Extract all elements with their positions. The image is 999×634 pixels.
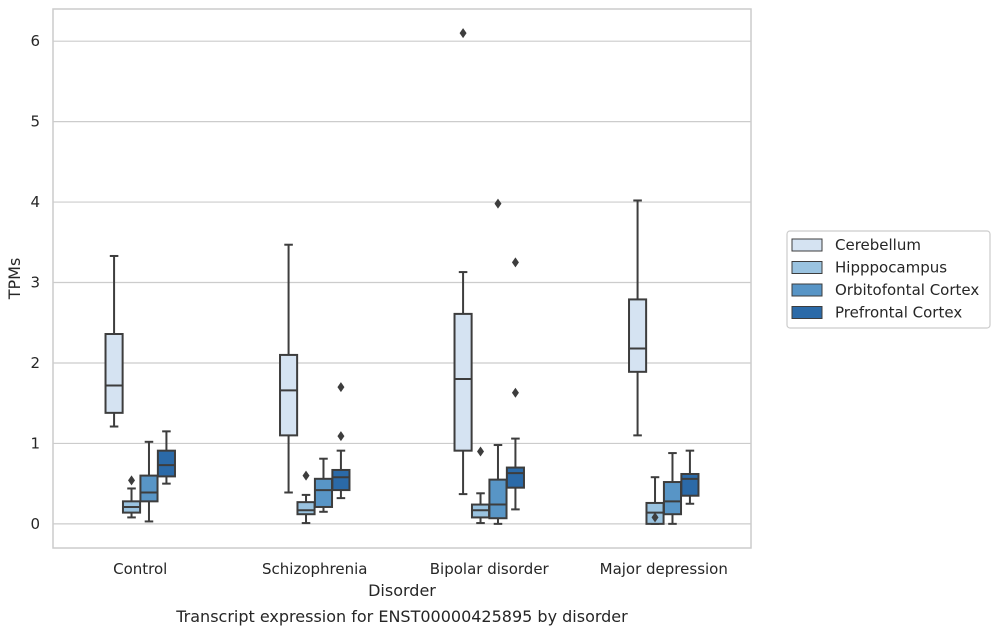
box [628, 199, 648, 437]
box-body [662, 481, 683, 516]
box-series [104, 28, 700, 525]
outlier-point [511, 387, 519, 398]
chart-caption: Transcript expression for ENST0000042589… [175, 607, 628, 626]
y-tick-label: 3 [30, 274, 40, 292]
box-body [331, 468, 351, 492]
y-axis-label: TPMs [5, 258, 24, 301]
box [680, 449, 700, 505]
y-tick-label: 5 [30, 113, 40, 131]
x-axis-ticks: Control Schizophrenia Bipolar disorder Majo… [113, 560, 728, 578]
box [645, 476, 665, 525]
box-body [104, 333, 124, 414]
box [488, 198, 508, 525]
x-tick-label: Major depression [600, 560, 728, 578]
y-axis-ticks: 0 1 2 3 4 5 6 [30, 32, 40, 533]
outlier-point [494, 198, 502, 209]
box-body [680, 472, 700, 497]
legend-label: Hipppocampus [835, 259, 947, 277]
outlier-point [128, 475, 136, 486]
box-body [156, 449, 176, 478]
gridlines [53, 40, 751, 525]
legend-label: Cerebellum [835, 236, 921, 254]
outlier-point [459, 28, 467, 39]
box [313, 457, 334, 513]
box-body [279, 353, 299, 437]
x-tick-label: Bipolar disorder [430, 560, 550, 578]
y-tick-label: 1 [30, 434, 40, 452]
box [139, 440, 159, 523]
box-body [628, 298, 648, 373]
box-body [488, 478, 508, 520]
box [156, 430, 176, 485]
box [121, 475, 142, 519]
y-tick-label: 4 [30, 193, 40, 211]
box [104, 254, 124, 428]
x-tick-label: Control [113, 560, 167, 578]
y-tick-label: 6 [30, 32, 40, 50]
x-axis-label: Disorder [368, 581, 436, 600]
box [505, 257, 525, 511]
outlier-point [511, 257, 519, 268]
plot-area [52, 8, 752, 549]
legend-box [786, 230, 991, 329]
y-tick-label: 0 [30, 515, 40, 533]
outlier-point [477, 446, 485, 457]
legend-swatch [791, 261, 823, 274]
legend-swatch [791, 306, 823, 319]
box [453, 28, 473, 496]
outlier-point [337, 382, 345, 393]
box [662, 452, 683, 525]
legend: Cerebellum Hipppocampus Orbitofontal Corte… [786, 230, 991, 329]
box [470, 446, 491, 525]
box-body [296, 501, 316, 516]
outlier-point [302, 470, 310, 481]
outlier-point [337, 431, 345, 442]
y-tick-label: 2 [30, 354, 40, 372]
box [296, 470, 316, 525]
box [331, 382, 351, 500]
legend-swatch [791, 238, 823, 252]
box-body [453, 312, 473, 452]
outlier-point [651, 512, 659, 523]
x-tick-label: Schizophrenia [262, 560, 367, 578]
box-body [313, 477, 334, 508]
legend-label: Orbitofontal Cortex [835, 281, 979, 299]
box-body [139, 474, 159, 503]
box-body [505, 466, 525, 489]
legend-swatch [791, 283, 823, 297]
box [279, 243, 299, 494]
legend-label: Prefrontal Cortex [835, 304, 962, 322]
